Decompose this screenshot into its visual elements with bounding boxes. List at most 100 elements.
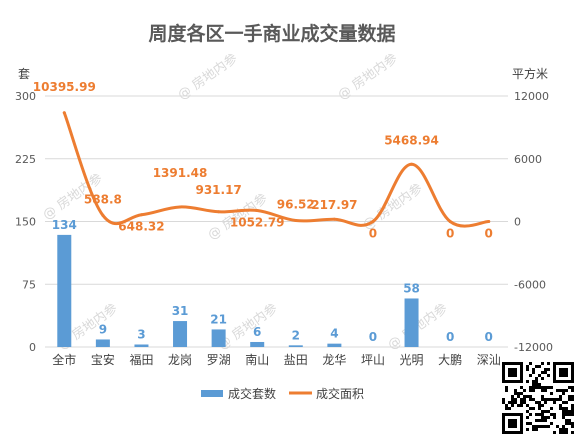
bar-value-label: 21	[210, 312, 227, 326]
qr-module	[532, 368, 535, 371]
qr-module	[541, 398, 544, 401]
qr-module	[562, 428, 565, 431]
qr-module	[532, 407, 535, 410]
qr-module	[544, 410, 547, 413]
qr-module	[532, 389, 535, 392]
line-value-label: 0	[485, 227, 493, 241]
qr-module	[541, 362, 544, 365]
line-path	[62, 111, 491, 228]
line-value-label: 217.97	[311, 198, 357, 212]
qr-module	[520, 398, 523, 401]
bar	[288, 345, 303, 347]
qr-module	[538, 425, 541, 428]
line-value-label: 10395.99	[33, 80, 96, 94]
left-tick-label: 300	[15, 90, 36, 103]
watermark-text: @ 房地内参	[335, 50, 401, 103]
right-tick-label: 6000	[514, 153, 542, 166]
qr-module	[538, 407, 541, 410]
qr-module	[529, 395, 532, 398]
qr-module	[535, 401, 538, 404]
bar	[211, 329, 226, 347]
bar-value-label: 9	[99, 322, 107, 336]
qr-module	[565, 431, 568, 434]
qr-module	[553, 416, 556, 419]
qr-module	[571, 431, 574, 434]
qr-module	[544, 401, 547, 404]
qr-module	[553, 401, 556, 404]
qr-module	[529, 389, 532, 392]
qr-code	[500, 360, 576, 436]
line-point	[217, 210, 221, 214]
qr-module	[532, 428, 535, 431]
qr-module	[571, 386, 574, 389]
qr-module	[526, 368, 529, 371]
right-axis-ticks: -12000 -6000 0 6000 12000	[514, 90, 553, 354]
qr-module	[538, 401, 541, 404]
right-tick-label: 12000	[514, 90, 549, 103]
bar	[250, 341, 265, 347]
legend[interactable]: 成交套数 成交面积	[201, 386, 364, 401]
qr-module	[532, 425, 535, 428]
qr-module	[541, 419, 544, 422]
qr-module	[505, 407, 508, 410]
qr-module	[535, 383, 538, 386]
qr-module	[565, 422, 568, 425]
qr-module	[559, 398, 562, 401]
line-value-label: 1391.48	[153, 166, 208, 180]
qr-module	[571, 404, 574, 407]
left-axis-ticks: 0 75 150 225 300	[15, 90, 36, 354]
category-label: 深汕	[477, 353, 501, 367]
qr-module	[517, 392, 520, 395]
qr-module	[514, 389, 517, 392]
bar-value-label: 4	[330, 327, 338, 341]
left-tick-label: 75	[22, 278, 36, 291]
qr-module	[571, 410, 574, 413]
qr-module	[529, 422, 532, 425]
line-point	[294, 218, 298, 222]
qr-module	[559, 407, 562, 410]
qr-module	[505, 404, 508, 407]
line-point	[62, 111, 66, 115]
qr-module	[511, 404, 514, 407]
qr-module	[535, 365, 538, 368]
qr-module	[550, 413, 553, 416]
qr-module	[568, 386, 571, 389]
qr-module	[529, 386, 532, 389]
qr-module	[517, 395, 520, 398]
left-tick-label: 225	[15, 153, 36, 166]
left-axis-unit: 套	[18, 67, 30, 81]
qr-module	[547, 362, 550, 365]
qr-module	[544, 368, 547, 371]
qr-module	[565, 401, 568, 404]
qr-module	[562, 407, 565, 410]
qr-module	[526, 428, 529, 431]
qr-module	[571, 395, 574, 398]
line-point	[332, 217, 336, 221]
qr-module	[544, 425, 547, 428]
qr-module	[562, 416, 565, 419]
qr-module	[538, 404, 541, 407]
left-tick-label: 150	[15, 216, 36, 229]
legend-line-label: 成交面积	[316, 386, 364, 401]
qr-module	[511, 398, 514, 401]
line-point	[255, 208, 259, 212]
qr-module	[562, 431, 565, 434]
line-value-label: 96.52	[277, 197, 315, 211]
qr-module	[508, 401, 511, 404]
line-point	[178, 205, 182, 209]
line-value-label: 5468.94	[384, 133, 439, 147]
qr-module	[535, 428, 538, 431]
qr-module	[526, 416, 529, 419]
bar-value-label: 6	[253, 325, 261, 339]
qr-module	[571, 413, 574, 416]
qr-module	[550, 407, 553, 410]
qr-module	[550, 386, 553, 389]
qr-module	[523, 398, 526, 401]
line-point	[448, 220, 452, 223]
category-label: 宝安	[91, 352, 115, 367]
right-axis-unit: 平方米	[512, 66, 548, 81]
category-label: 龙华	[322, 353, 346, 367]
qr-module	[520, 392, 523, 395]
qr-module	[532, 380, 535, 383]
line-point	[371, 220, 375, 223]
